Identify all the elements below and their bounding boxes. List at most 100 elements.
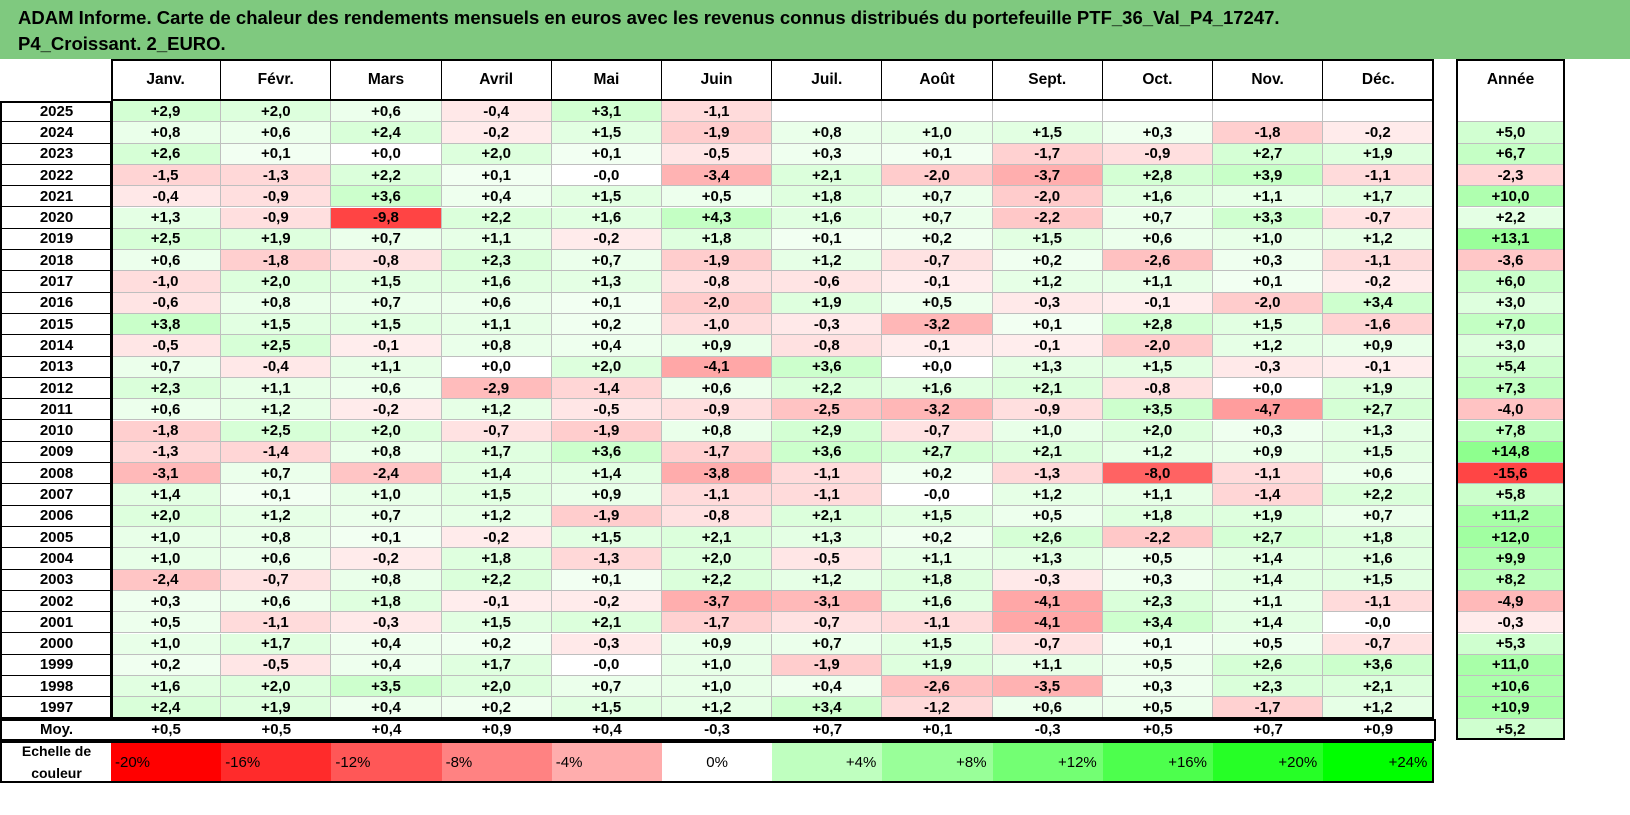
average-cell: +0,9 bbox=[1323, 718, 1434, 740]
heat-cell: -0,7 bbox=[882, 250, 993, 272]
annual-cell: +2,2 bbox=[1456, 207, 1565, 229]
heat-cell: -0,3 bbox=[992, 292, 1103, 314]
heat-cell: -2,0 bbox=[1213, 292, 1324, 314]
heat-cell: +1,7 bbox=[1323, 186, 1434, 208]
heat-cell: -1,3 bbox=[221, 164, 332, 187]
annual-cell: +14,8 bbox=[1456, 441, 1565, 464]
heat-cell: +0,8 bbox=[221, 527, 332, 549]
heat-cell: -1,8 bbox=[1213, 122, 1324, 144]
heat-cell: +1,5 bbox=[331, 314, 442, 336]
annual-cell: +5,8 bbox=[1456, 484, 1565, 506]
heat-cell: +1,9 bbox=[221, 228, 332, 251]
annual-cell: +12,0 bbox=[1456, 527, 1565, 549]
year-label: 2011 bbox=[2, 399, 111, 421]
heat-cell: +0,0 bbox=[331, 143, 442, 165]
heat-cell: -4,7 bbox=[1213, 399, 1324, 421]
month-header: Sept. bbox=[992, 59, 1103, 101]
heat-cell: -1,1 bbox=[772, 484, 883, 506]
heat-cell: +2,2 bbox=[662, 569, 773, 591]
heat-cell: +1,5 bbox=[992, 228, 1103, 251]
year-label: 2025 bbox=[2, 101, 111, 123]
heat-cell: -1,9 bbox=[772, 654, 883, 677]
heat-cell: -0,2 bbox=[1323, 122, 1434, 144]
heat-cell: -1,5 bbox=[111, 164, 222, 187]
heat-cell: +0,6 bbox=[111, 399, 222, 421]
heat-cell: +0,5 bbox=[111, 612, 222, 634]
heat-cell bbox=[1213, 101, 1324, 123]
heat-cell: +1,8 bbox=[1323, 527, 1434, 549]
average-annual-cell: +5,2 bbox=[1456, 718, 1565, 740]
heat-cell: -1,2 bbox=[882, 697, 993, 719]
heat-cell: -0,9 bbox=[1102, 143, 1213, 165]
heat-cell: +1,9 bbox=[1213, 505, 1324, 527]
heat-cell: +1,2 bbox=[992, 271, 1103, 293]
heat-cell: -0,2 bbox=[331, 548, 442, 570]
heat-cell: +0,7 bbox=[221, 463, 332, 485]
heat-cell: -1,1 bbox=[1323, 250, 1434, 272]
heat-cell: +1,6 bbox=[1323, 548, 1434, 570]
heat-cell: +1,5 bbox=[331, 271, 442, 293]
heat-cell: +0,2 bbox=[441, 697, 552, 719]
heat-cell: +1,2 bbox=[1323, 697, 1434, 719]
heat-cell: -1,1 bbox=[1323, 590, 1434, 613]
heat-cell: +3,4 bbox=[1102, 612, 1213, 634]
heat-cell: +1,8 bbox=[331, 590, 442, 613]
heat-cell: +0,5 bbox=[992, 505, 1103, 527]
heat-cell: +1,6 bbox=[111, 676, 222, 698]
heat-cell: -1,7 bbox=[992, 143, 1103, 165]
heat-cell: +3,6 bbox=[331, 186, 442, 208]
heat-cell: -3,2 bbox=[882, 314, 993, 336]
heat-cell: +1,5 bbox=[551, 527, 662, 549]
heat-cell: +0,9 bbox=[662, 633, 773, 655]
heat-cell: +1,9 bbox=[772, 292, 883, 314]
heat-cell: -0,9 bbox=[662, 399, 773, 421]
annual-cell: +7,8 bbox=[1456, 420, 1565, 442]
color-scale-stop: -4% bbox=[551, 741, 662, 783]
heat-cell: +0,2 bbox=[882, 228, 993, 251]
heat-cell: -0,2 bbox=[551, 228, 662, 251]
heat-cell bbox=[882, 101, 993, 123]
heat-cell: +0,6 bbox=[992, 697, 1103, 719]
heat-cell: +0,5 bbox=[1213, 633, 1324, 655]
title-line-2: P4_Croissant. 2_EURO. bbox=[18, 33, 226, 54]
annual-cell: +5,0 bbox=[1456, 122, 1565, 144]
year-label: 2009 bbox=[2, 441, 111, 464]
average-cell: +0,4 bbox=[551, 718, 662, 740]
year-label: 2004 bbox=[2, 548, 111, 570]
heat-cell: +1,9 bbox=[1323, 143, 1434, 165]
heat-cell: -0,8 bbox=[662, 271, 773, 293]
heat-cell: +1,9 bbox=[1323, 377, 1434, 400]
month-header: Avril bbox=[441, 59, 552, 101]
heat-cell: -2,4 bbox=[331, 463, 442, 485]
heat-cell: +0,6 bbox=[331, 377, 442, 400]
heat-cell: -0,7 bbox=[221, 569, 332, 591]
heat-cell: +1,5 bbox=[221, 314, 332, 336]
heat-cell: +1,7 bbox=[441, 441, 552, 464]
heat-cell: +0,7 bbox=[331, 228, 442, 251]
heat-cell: +0,8 bbox=[441, 335, 552, 357]
heat-cell: +2,5 bbox=[221, 335, 332, 357]
color-scale-stop: +16% bbox=[1102, 741, 1213, 783]
heat-cell: +2,0 bbox=[551, 356, 662, 378]
heat-cell: +0,1 bbox=[551, 292, 662, 314]
heat-cell: +0,8 bbox=[662, 420, 773, 442]
heat-cell: +1,8 bbox=[1102, 505, 1213, 527]
heat-cell: +1,9 bbox=[221, 697, 332, 719]
heat-cell: -1,7 bbox=[662, 612, 773, 634]
heat-cell: +0,3 bbox=[1102, 122, 1213, 144]
heat-cell: -0,3 bbox=[331, 612, 442, 634]
heat-cell: +2,1 bbox=[551, 612, 662, 634]
heat-cell: +2,9 bbox=[111, 101, 222, 123]
annual-cell: +5,4 bbox=[1456, 356, 1565, 378]
heat-cell: +0,3 bbox=[1102, 676, 1213, 698]
heat-cell: +1,1 bbox=[331, 356, 442, 378]
heat-cell: -1,3 bbox=[551, 548, 662, 570]
annual-cell: +3,0 bbox=[1456, 292, 1565, 314]
heat-cell: +1,5 bbox=[1323, 569, 1434, 591]
heat-cell: +1,3 bbox=[1323, 420, 1434, 442]
year-label: 2003 bbox=[2, 569, 111, 591]
year-label: 2012 bbox=[2, 377, 111, 400]
heat-cell: -0,5 bbox=[772, 548, 883, 570]
heat-cell: +0,4 bbox=[551, 335, 662, 357]
year-label: 2000 bbox=[2, 633, 111, 655]
